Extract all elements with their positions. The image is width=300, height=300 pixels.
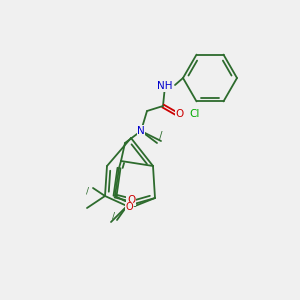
Text: /: /	[112, 212, 115, 220]
Text: /: /	[85, 187, 88, 196]
Text: NH: NH	[157, 81, 173, 91]
Text: O: O	[176, 109, 184, 119]
Text: N: N	[137, 126, 145, 136]
Text: /: /	[159, 131, 163, 141]
Text: O: O	[127, 195, 135, 205]
Text: Cl: Cl	[189, 110, 200, 119]
Text: O: O	[125, 202, 133, 212]
